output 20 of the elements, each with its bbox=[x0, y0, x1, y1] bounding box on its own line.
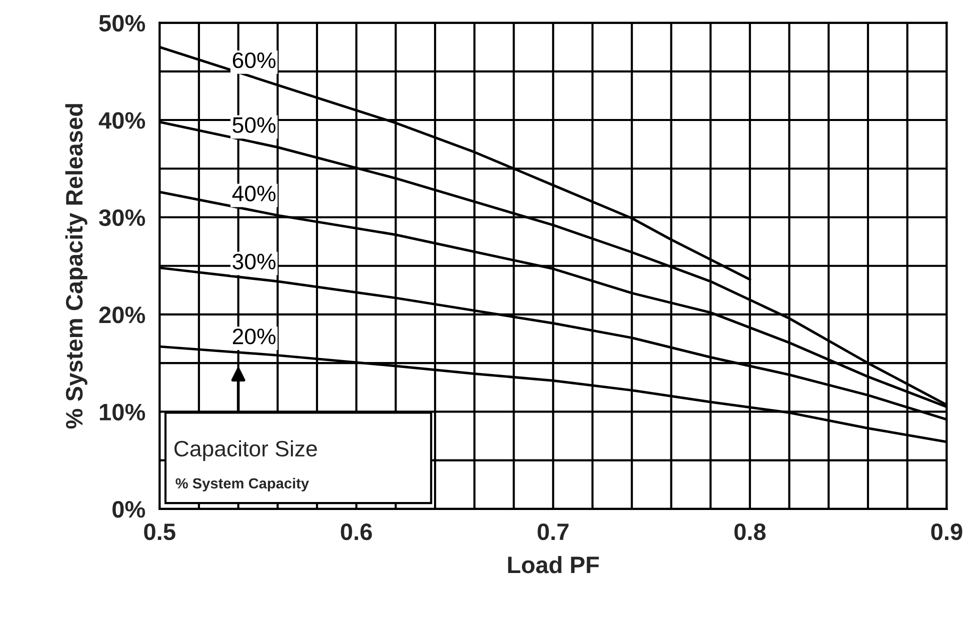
annotation: Capacitor Size bbox=[174, 440, 317, 461]
series-label: 30% bbox=[232, 254, 276, 270]
y-tick-label: 10% bbox=[100, 404, 146, 420]
y-tick-label: 40% bbox=[98, 112, 146, 129]
series-label: 20% bbox=[232, 328, 276, 344]
annotation: % System Capacity bbox=[176, 478, 309, 492]
x-tick-label: 0.6 bbox=[340, 523, 372, 540]
y-tick-label: 20% bbox=[99, 306, 146, 324]
y-tick-label: 50% bbox=[99, 14, 146, 32]
x-axis-title: Load PF bbox=[508, 556, 599, 574]
series-label: 40% bbox=[232, 186, 276, 202]
y-tick-label: 30% bbox=[98, 209, 146, 226]
series-label: 60% bbox=[232, 52, 276, 68]
y-axis-title: % System Capacity Released bbox=[65, 104, 88, 429]
x-tick-label: 0.9 bbox=[931, 523, 962, 540]
series-label: 50% bbox=[232, 117, 276, 133]
x-tick-label: 0.7 bbox=[538, 523, 569, 540]
x-tick-label: 0.5 bbox=[144, 523, 176, 540]
x-tick-label: 0.8 bbox=[734, 523, 766, 540]
y-tick-label: 0% bbox=[112, 501, 146, 518]
